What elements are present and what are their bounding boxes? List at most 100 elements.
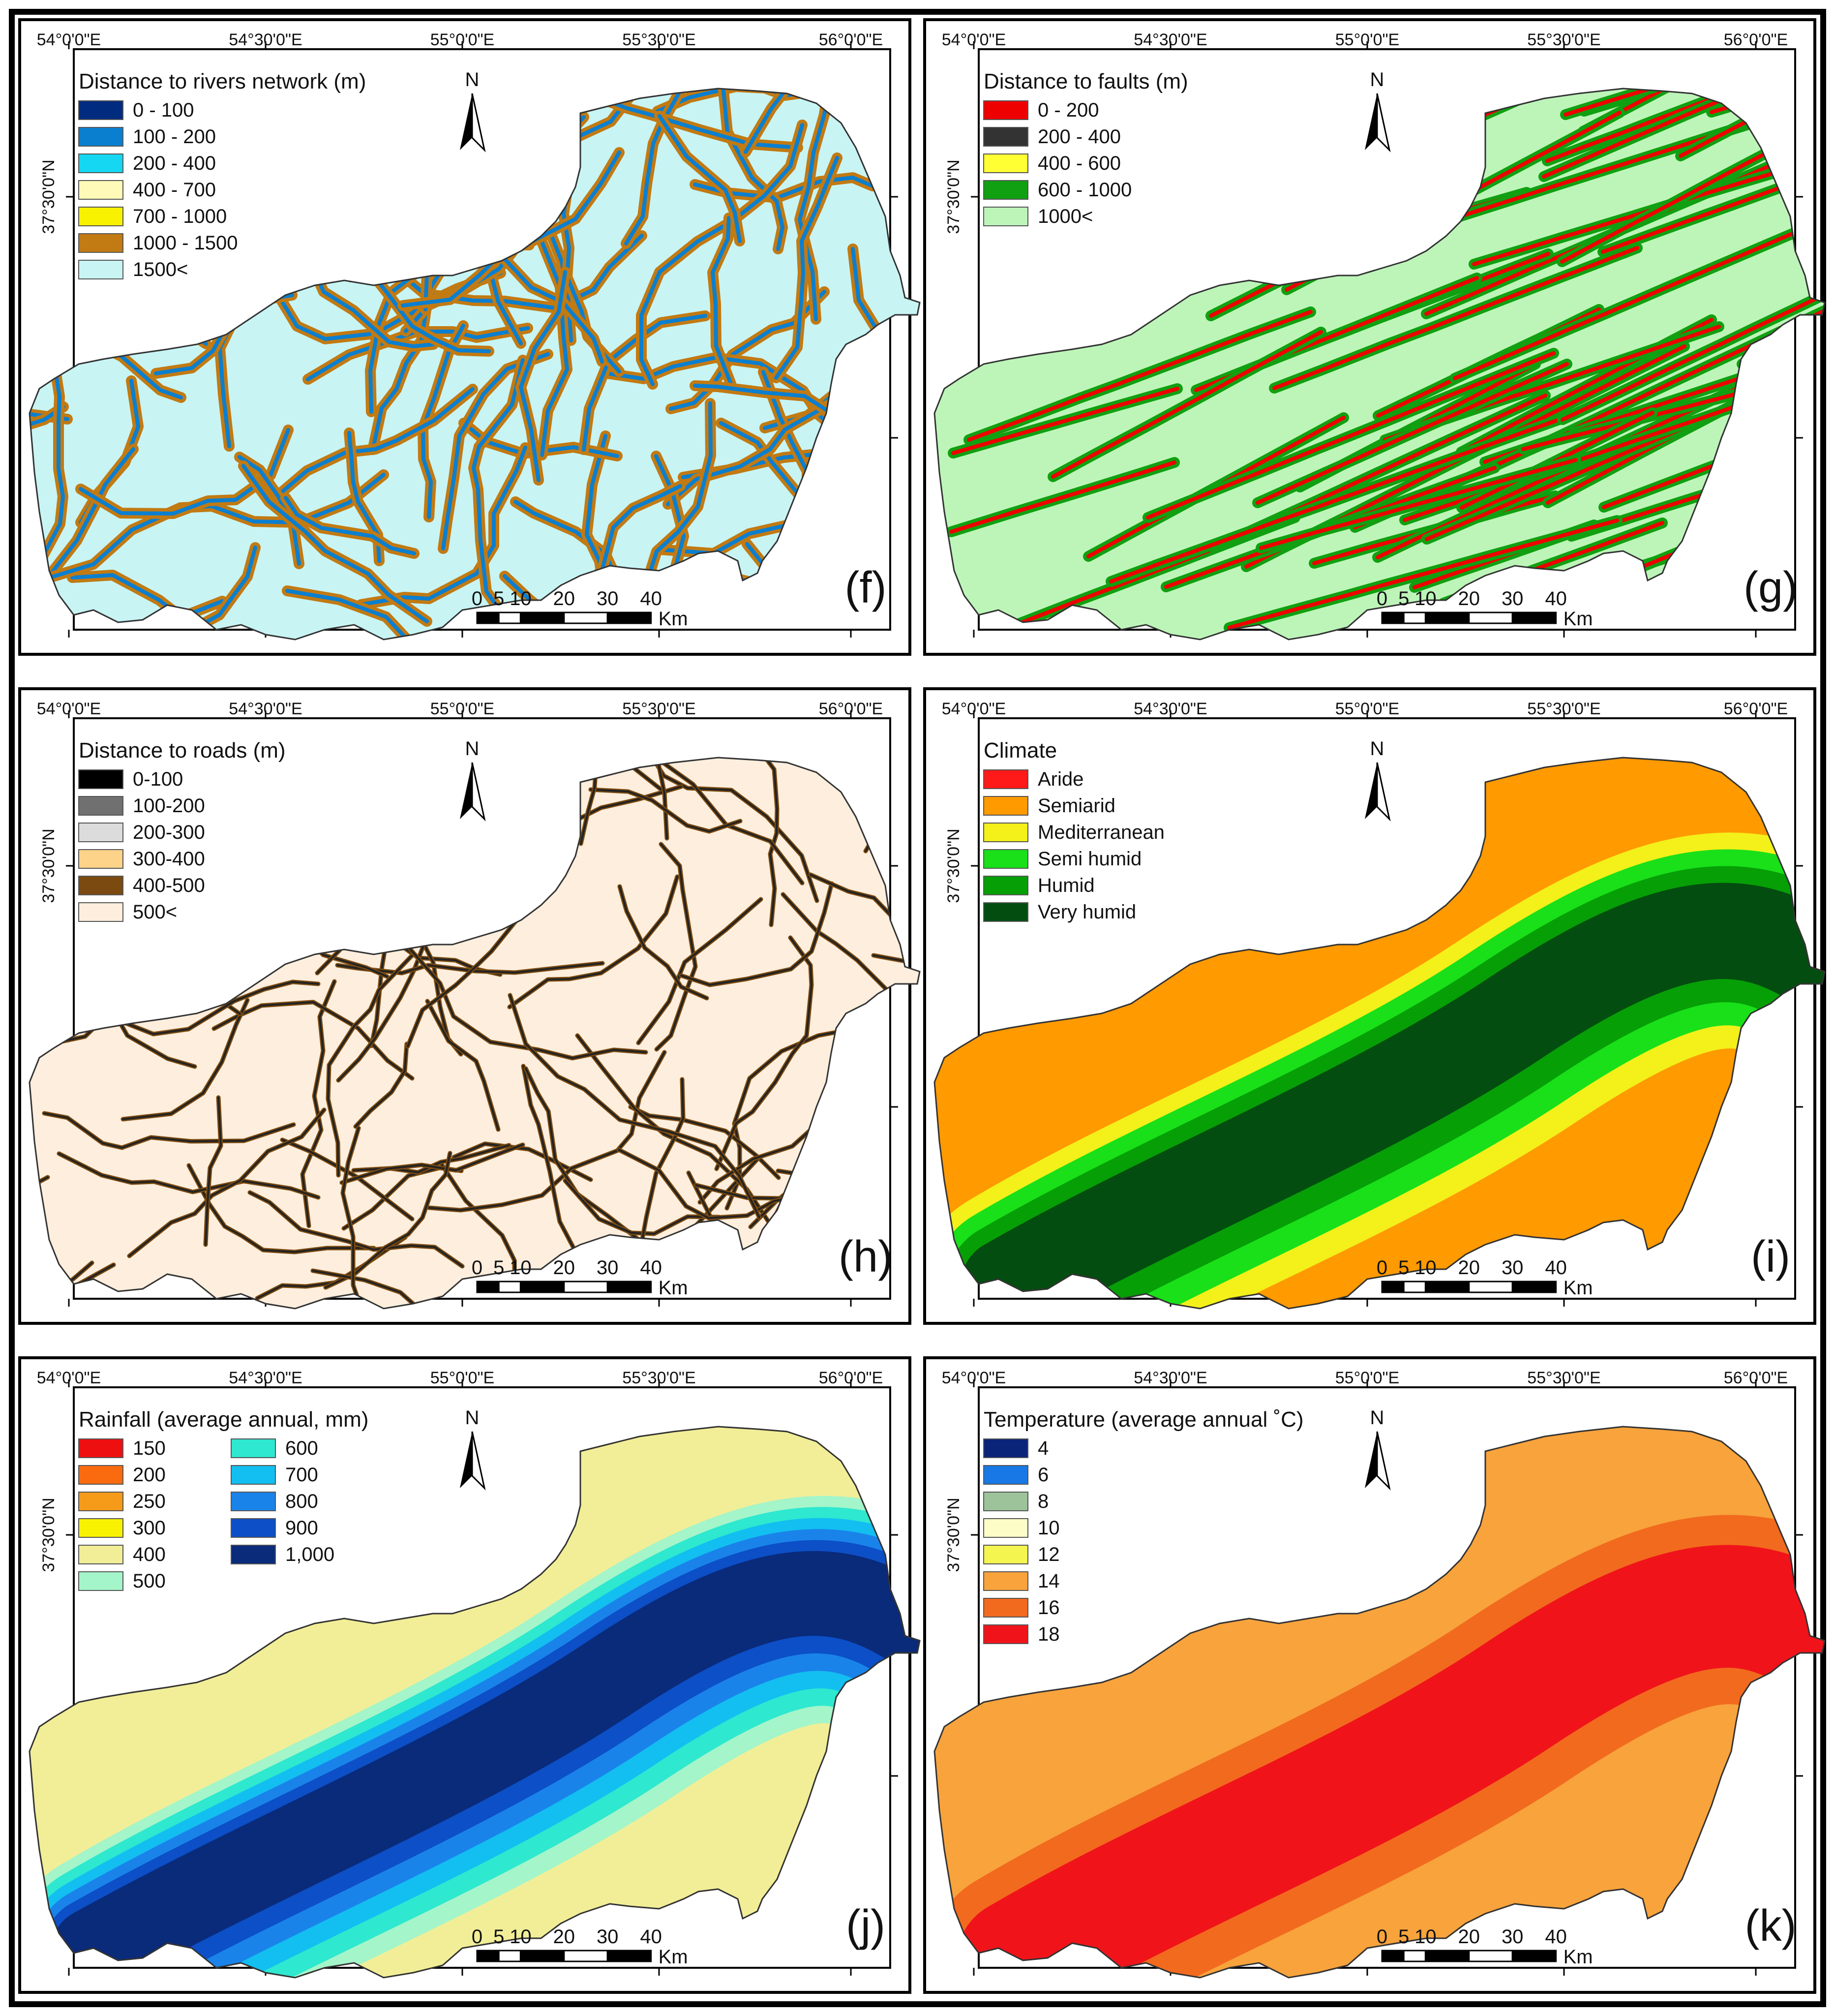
network-line-core (1051, 330, 1323, 479)
zone-band (957, 1545, 1825, 1978)
svg-text:10: 10 (510, 1257, 532, 1279)
north-arrow-icon: N (1365, 738, 1391, 822)
legend-swatch (78, 260, 123, 279)
network-line-core (640, 1078, 684, 1248)
legend-swatch (78, 180, 123, 200)
svg-text:5: 5 (1398, 1257, 1409, 1279)
legend-label: 600 - 1000 (1038, 179, 1132, 201)
legend: Distance to faults (m) 0 - 200 200 - 400 40… (983, 69, 1188, 227)
panel-f: 54°0'0"E 54°30'0"E 55°0'0"E 55°30'0"E 56°0'0… (18, 18, 921, 656)
legend-label: 200-300 (133, 822, 205, 843)
legend-label: 700 - 1000 (133, 206, 227, 227)
network-line-core (279, 387, 475, 495)
network-line-core (693, 176, 920, 203)
map-frame (978, 717, 1796, 1300)
svg-text:0: 0 (472, 588, 482, 610)
network-line-core (744, 89, 841, 154)
legend-label: Semi humid (1038, 848, 1142, 870)
network-line-core (241, 464, 429, 623)
longitude-label: 55°30'0"E (622, 31, 695, 49)
panel-h: 54°0'0"E 54°30'0"E 55°0'0"E 55°30'0"E 56°0'0… (18, 687, 921, 1325)
svg-text:Km: Km (659, 1277, 688, 1299)
network-line-core (341, 1144, 524, 1184)
svg-text:40: 40 (640, 1926, 662, 1948)
network-line-core (630, 1106, 780, 1179)
legend-label: 18 (1038, 1623, 1060, 1645)
svg-text:Km: Km (1564, 1277, 1593, 1299)
legend-label: Aride (1038, 768, 1083, 790)
legend-swatch (983, 1518, 1028, 1538)
svg-text:Km: Km (659, 608, 688, 630)
legend-label: 250 (133, 1491, 166, 1512)
network-line-core (1146, 351, 1556, 519)
svg-text:5: 5 (493, 588, 504, 610)
longitude-label: 56°0'0"E (819, 31, 883, 49)
network-line-core (337, 940, 426, 1081)
map-frame (978, 1386, 1796, 1969)
svg-text:30: 30 (597, 588, 619, 610)
network-line-core (30, 546, 257, 640)
longitude-label: 55°0'0"E (1335, 1369, 1399, 1387)
network-line-core (951, 387, 1179, 455)
network-line-core (810, 874, 920, 974)
network-line-core (30, 408, 69, 436)
legend-label: 8 (1038, 1491, 1049, 1512)
legend-title: Climate (984, 738, 1057, 763)
legend-label: 400-500 (133, 875, 205, 896)
region-outline (933, 757, 1826, 1310)
panel-letter: (k) (1745, 1901, 1797, 1951)
legend-swatch (983, 849, 1028, 869)
longitude-label: 54°0'0"E (942, 1369, 1006, 1387)
network-line-core (284, 496, 416, 555)
svg-text:20: 20 (553, 1926, 575, 1948)
svg-text:40: 40 (640, 588, 662, 610)
svg-text:40: 40 (1545, 1926, 1567, 1948)
network-line-core (128, 1109, 325, 1257)
network-line-core (46, 473, 386, 580)
longitude-label: 56°0'0"E (819, 700, 883, 718)
svg-text:Km: Km (1564, 1946, 1593, 1968)
legend: Temperature (average annual ˚C) 4 6 8 10 12 14… (983, 1407, 1304, 1645)
svg-text:0: 0 (1377, 1257, 1387, 1279)
svg-text:0: 0 (472, 1257, 482, 1279)
map-frame (73, 48, 891, 631)
network-line-core (58, 1153, 319, 1198)
longitude-label: 55°30'0"E (1527, 700, 1600, 718)
network-line-core (967, 310, 1313, 442)
panel-g: 54°0'0"E 54°30'0"E 55°0'0"E 55°30'0"E 56°0'0… (923, 18, 1826, 656)
network-line-core (624, 758, 818, 902)
svg-text:20: 20 (1458, 1257, 1480, 1279)
svg-text:0: 0 (1377, 588, 1387, 610)
svg-text:40: 40 (640, 1257, 662, 1279)
longitude-label: 55°30'0"E (622, 700, 695, 718)
svg-text:10: 10 (1414, 588, 1437, 610)
network-line-core (872, 954, 920, 985)
longitude-label: 54°0'0"E (942, 31, 1006, 49)
network-line-core (249, 1191, 463, 1267)
legend-label: 0-100 (133, 768, 183, 790)
longitude-label: 56°0'0"E (1724, 31, 1788, 49)
latitude-label: 37°30'0"N (944, 1497, 963, 1572)
network-line-core (327, 954, 414, 1176)
legend-label: 900 (285, 1517, 318, 1539)
legend-swatch (983, 127, 1028, 147)
legend-swatch (983, 1571, 1028, 1591)
longitude-label: 55°30'0"E (1527, 1369, 1600, 1387)
legend-swatch (983, 1624, 1028, 1644)
legend-label: 400 - 700 (133, 179, 216, 201)
network-line-core (441, 352, 550, 550)
legend-label: 14 (1038, 1570, 1060, 1592)
legend-swatch (231, 1492, 276, 1511)
legend-swatch (983, 153, 1028, 173)
longitude-label: 54°30'0"E (1134, 1369, 1207, 1387)
legend-label: 4 (1038, 1437, 1049, 1459)
longitude-label: 54°30'0"E (229, 700, 302, 718)
longitude-label: 54°30'0"E (229, 31, 302, 49)
legend-swatch (78, 207, 123, 226)
legend-swatch (231, 1438, 276, 1458)
longitude-label: 55°30'0"E (1527, 31, 1600, 49)
svg-text:20: 20 (553, 1257, 575, 1279)
